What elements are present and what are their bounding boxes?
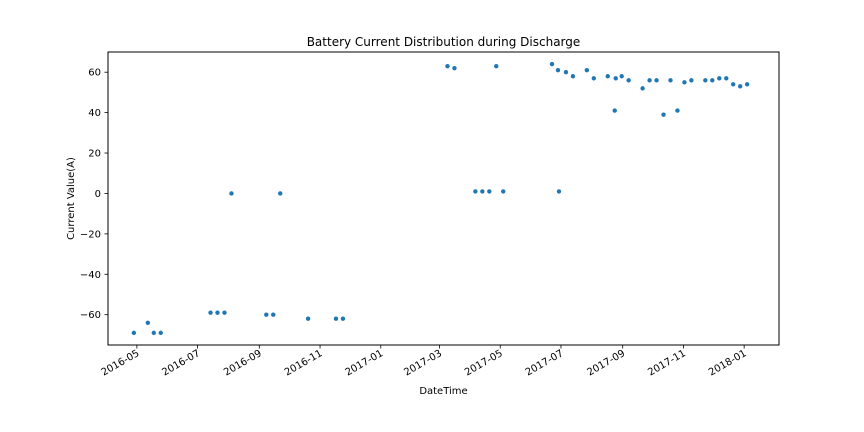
data-point <box>717 76 722 81</box>
data-point <box>612 108 617 113</box>
data-point <box>724 76 729 81</box>
data-point <box>584 67 590 73</box>
data-point <box>222 310 227 315</box>
y-tick-label: −40 <box>80 270 101 281</box>
data-point <box>563 70 569 75</box>
data-point <box>151 330 156 336</box>
data-point <box>675 108 680 113</box>
y-tick-label: 60 <box>88 68 101 79</box>
y-axis-ticks: −60 −40 −20 0 20 40 60 <box>80 68 108 321</box>
data-point <box>640 86 645 91</box>
data-point <box>605 74 610 79</box>
data-point <box>145 320 151 325</box>
data-point <box>473 189 478 194</box>
data-point <box>647 78 652 83</box>
data-point <box>229 191 234 196</box>
data-points <box>131 61 750 336</box>
plot-frame <box>107 51 780 346</box>
data-point <box>487 189 492 194</box>
data-point <box>452 65 457 71</box>
data-point <box>737 84 743 89</box>
data-point <box>264 312 269 317</box>
data-point <box>731 82 736 87</box>
data-point <box>208 310 213 315</box>
data-point <box>570 74 576 79</box>
data-point <box>661 112 666 117</box>
data-point <box>682 80 687 85</box>
data-point <box>215 310 220 315</box>
data-point <box>710 78 715 83</box>
y-tick-label: 40 <box>88 108 101 119</box>
data-point <box>703 78 708 83</box>
data-point <box>278 191 283 196</box>
data-point <box>668 78 673 83</box>
plot-area <box>108 52 779 345</box>
y-tick-label: 0 <box>95 189 101 200</box>
data-point <box>555 67 561 73</box>
data-point <box>689 78 694 83</box>
data-point <box>131 330 137 336</box>
data-point <box>654 78 659 83</box>
data-point <box>501 189 506 194</box>
data-point <box>619 74 624 79</box>
y-tick-label: −20 <box>80 229 101 240</box>
y-axis-label: Current Value(A) <box>66 157 77 240</box>
data-point <box>305 316 311 321</box>
data-point <box>271 312 276 317</box>
x-axis-label: DateTime <box>419 386 467 397</box>
data-point <box>613 76 618 81</box>
y-tick-label: 20 <box>88 149 101 160</box>
data-point <box>480 189 485 194</box>
data-point <box>158 330 163 336</box>
data-point <box>445 63 450 69</box>
data-point <box>626 78 631 83</box>
data-point <box>744 82 750 87</box>
y-tick-label: −60 <box>80 310 101 321</box>
data-point <box>556 189 562 194</box>
data-point <box>591 76 597 81</box>
data-point <box>549 61 555 67</box>
data-point <box>494 63 499 69</box>
data-point <box>340 316 346 321</box>
chart-title: Battery Current Distribution during Disc… <box>307 35 581 49</box>
data-point <box>333 316 339 321</box>
